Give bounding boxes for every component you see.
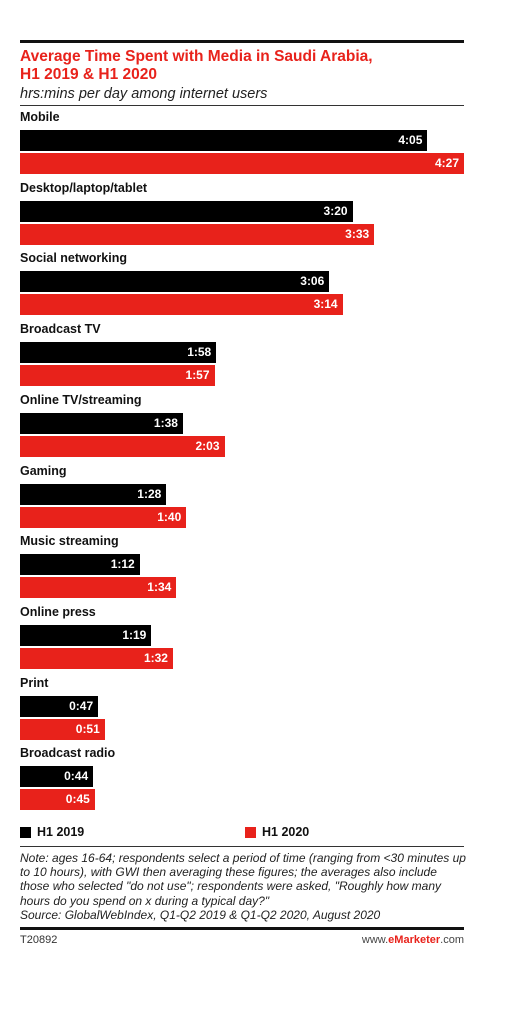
legend-label-h1-2020: H1 2020 — [262, 825, 310, 839]
bar-value-label: 1:19 — [122, 627, 147, 642]
bar-value-label: 2:03 — [195, 438, 220, 453]
chart-title: Average Time Spent with Media in Saudi A… — [20, 48, 373, 83]
bar-value-label: 1:28 — [137, 486, 162, 501]
category-label: Music streaming — [20, 534, 119, 549]
bar-value-label: 1:12 — [110, 557, 135, 572]
bar-h1-2020: 0:51 — [20, 718, 105, 740]
chart-header: Average Time Spent with Media in Saudi A… — [20, 40, 464, 106]
legend-item-h1-2020: H1 2020 — [245, 825, 309, 839]
bar-value-label: 4:05 — [398, 133, 423, 147]
bar-value-label: 0:51 — [75, 721, 100, 736]
bar-h1-2020: 1:32 — [20, 647, 173, 669]
bar-value-label: 1:38 — [153, 415, 178, 430]
note-text: Note: ages 16-64; respondents select a p… — [20, 851, 466, 908]
category-label: Broadcast radio — [20, 746, 116, 761]
bar-h1-2020: 1:34 — [20, 577, 177, 599]
bar-h1-2020: 2:03 — [20, 435, 225, 457]
bar-value-label: 1:32 — [143, 650, 168, 665]
category-label: Print — [20, 675, 49, 690]
bar-h1-2020: 1:57 — [20, 365, 215, 387]
legend-item-h1-2019: H1 2019 — [20, 825, 84, 839]
category-label: Gaming — [20, 463, 67, 478]
brand-prefix: www. — [361, 934, 389, 946]
brand-name: eMarketer — [388, 934, 441, 946]
note-block: Note: ages 16-64; respondents select a p… — [20, 851, 466, 922]
legend-swatch-h1-2019 — [20, 826, 31, 838]
top-rule — [20, 40, 464, 43]
legend: H1 2019 H1 2020 — [20, 825, 464, 841]
bar-h1-2020: 1:40 — [20, 506, 187, 528]
bar-value-label: 3:20 — [323, 203, 348, 218]
chart-code: T20892 — [20, 934, 58, 946]
source-text: Source: GlobalWebIndex, Q1-Q2 2019 & Q1-… — [20, 907, 381, 922]
category-label: Broadcast TV — [20, 322, 101, 337]
bar-value-label: 0:45 — [65, 792, 90, 807]
bar-value-label: 3:14 — [313, 297, 338, 312]
bar-h1-2019: 0:47 — [20, 695, 99, 717]
bar-value-label: 3:33 — [345, 226, 370, 241]
bar-h1-2019: 1:38 — [20, 412, 183, 434]
bar-value-label: 0:44 — [64, 769, 89, 784]
note-rule — [20, 846, 464, 847]
legend-label-h1-2019: H1 2019 — [37, 825, 85, 839]
bar-value-label: 3:06 — [300, 274, 325, 289]
bar-value-label: 1:58 — [187, 345, 212, 360]
category-label: Social networking — [20, 251, 127, 266]
bar-h1-2019: 3:20 — [20, 200, 353, 222]
brand-logo: www.eMarketer.com — [362, 934, 464, 946]
category-label: Desktop/laptop/tablet — [20, 180, 148, 195]
category-label: Mobile — [20, 110, 60, 124]
bar-h1-2020: 4:27 — [20, 153, 464, 174]
bar-h1-2020: 3:33 — [20, 223, 375, 245]
bar-chart: Mobile 4:05 4:27 Desktop/laptop/tablet 3:20 3… — [20, 110, 464, 811]
footer-rule — [20, 927, 464, 930]
bar-h1-2019: 1:58 — [20, 342, 217, 364]
chart-subtitle: hrs:mins per day among internet users — [20, 86, 268, 102]
bar-value-label: 1:57 — [185, 368, 210, 383]
category-label: Online TV/streaming — [20, 392, 142, 407]
bar-h1-2019: 4:05 — [20, 130, 428, 151]
legend-swatch-h1-2020 — [245, 826, 256, 838]
bar-h1-2019: 1:12 — [20, 554, 140, 576]
bar-value-label: 1:34 — [147, 580, 172, 595]
bar-h1-2019: 1:28 — [20, 483, 167, 505]
bar-h1-2019: 3:06 — [20, 271, 330, 293]
bar-h1-2020: 0:45 — [20, 789, 95, 811]
bar-value-label: 0:47 — [69, 698, 94, 713]
bar-h1-2019: 1:19 — [20, 624, 152, 646]
bar-h1-2019: 0:44 — [20, 766, 94, 788]
bar-h1-2020: 3:14 — [20, 294, 343, 316]
bar-value-label: 1:40 — [157, 509, 182, 524]
category-label: Online press — [20, 604, 96, 619]
brand-suffix: .com — [440, 934, 464, 946]
bar-value-label: 4:27 — [434, 156, 459, 170]
subtitle-rule — [20, 105, 464, 106]
